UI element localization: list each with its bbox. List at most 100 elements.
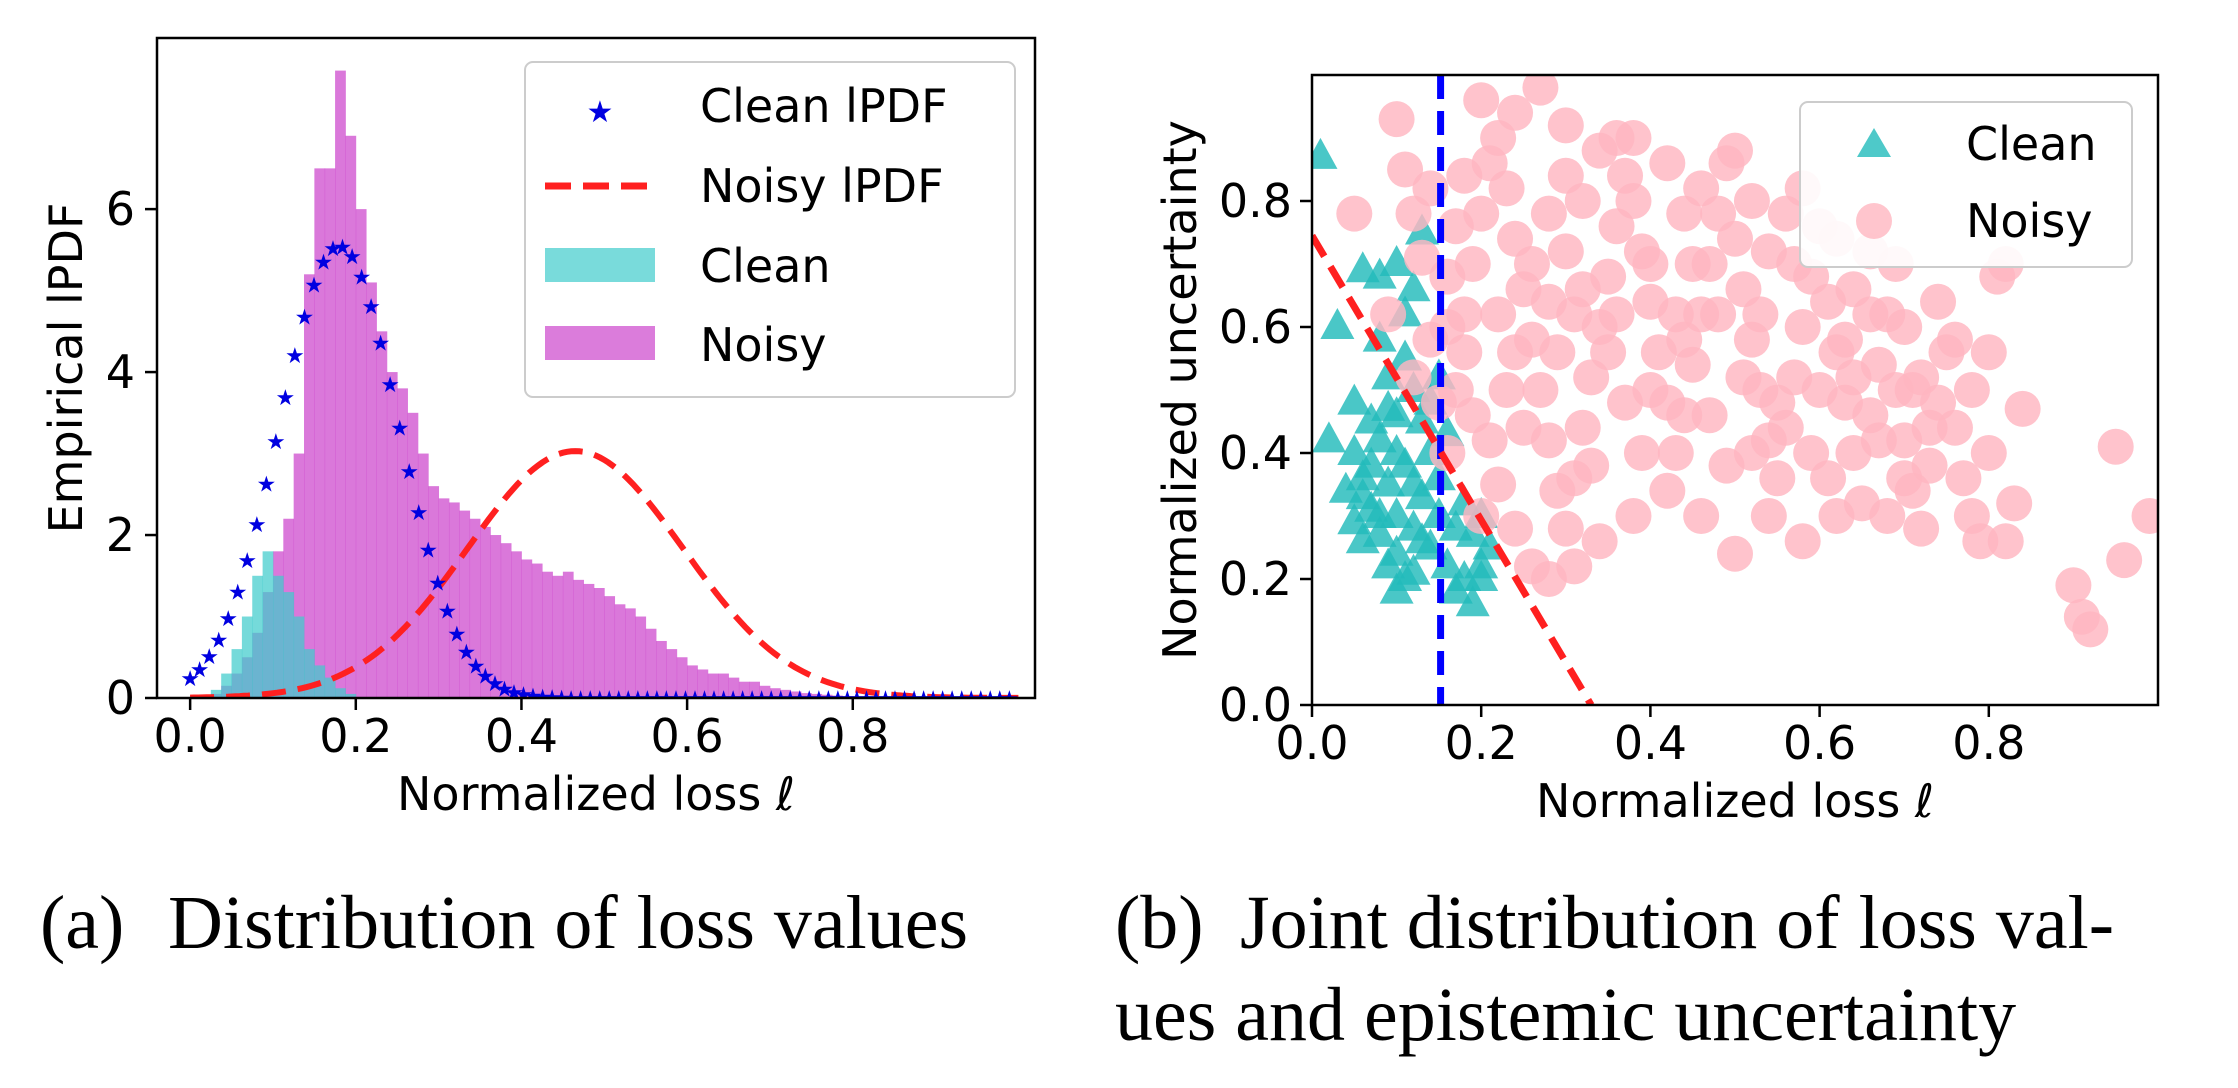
marker-clean-ipdf: ★ (590, 687, 610, 712)
hist-bar-noisy (666, 649, 678, 698)
hist-bar-noisy (811, 693, 823, 698)
x-tick-label-a: 0.6 (651, 709, 724, 763)
point-noisy (1632, 246, 1669, 282)
marker-clean-ipdf: ★ (571, 687, 591, 712)
hist-bar-noisy (376, 331, 388, 698)
hist-bar-clean (272, 575, 284, 698)
point-clean (1396, 553, 1431, 585)
y-tick-label-b: 0.8 (1219, 174, 1292, 228)
point-noisy (1547, 157, 1584, 194)
point-noisy (1336, 195, 1373, 232)
point-noisy (1590, 334, 1627, 371)
marker-clean-ipdf: ★ (314, 250, 334, 275)
y-tick-label-b: 0.0 (1219, 678, 1292, 732)
marker-clean-ipdf: ★ (428, 572, 448, 597)
marker-clean-ipdf: ★ (704, 687, 724, 712)
marker-clean-ipdf: ★ (647, 687, 667, 712)
point-noisy (1733, 435, 1770, 471)
point-noisy (1666, 397, 1703, 434)
point-noisy (1488, 170, 1525, 207)
point-noisy (1987, 523, 2024, 560)
point-noisy (1497, 510, 1534, 547)
point-noisy (1886, 309, 1923, 345)
point-noisy (1793, 435, 1830, 471)
hist-bar-clean (335, 688, 346, 698)
hist-bar-noisy (801, 693, 812, 698)
hist-bar-clean (304, 649, 315, 698)
marker-clean-ipdf: ★ (714, 687, 734, 712)
point-noisy (2131, 498, 2158, 534)
marker-clean-ipdf: ★ (990, 687, 1010, 712)
point-noisy (1920, 283, 1957, 320)
marker-clean-ipdf: ★ (180, 667, 200, 692)
marker-clean-ipdf: ★ (923, 687, 943, 712)
point-noisy (2072, 611, 2109, 648)
hist-bar-noisy (345, 135, 357, 698)
x-tick-label-b: 0.0 (1275, 716, 1348, 770)
marker-clean-ipdf: ★ (409, 501, 429, 526)
hist-bar-clean (241, 616, 253, 698)
point-noisy (1530, 561, 1567, 597)
point-noisy (1539, 334, 1576, 371)
marker-clean-ipdf: ★ (942, 687, 962, 712)
hist-bar-noisy (531, 563, 543, 698)
marker-clean-ipdf: ★ (733, 687, 753, 712)
point-noisy (1454, 397, 1491, 434)
hist-bar-noisy (749, 681, 760, 698)
point-noisy (1488, 372, 1525, 408)
hist-bar-noisy (511, 551, 522, 698)
point-clean (1337, 383, 1372, 415)
marker-clean-ipdf: ★ (685, 687, 705, 712)
point-noisy (1835, 271, 1872, 308)
point-noisy (1522, 75, 1559, 106)
point-noisy (1725, 359, 1762, 396)
point-noisy (1446, 334, 1483, 371)
hist-bar-noisy (718, 673, 729, 698)
hist-bar-clean (252, 575, 264, 698)
point-noisy (1717, 220, 1753, 257)
marker-clean-ipdf: ★ (285, 344, 305, 369)
hist-bar-noisy (562, 571, 574, 698)
point-noisy (1717, 535, 1753, 572)
point-noisy (2106, 542, 2143, 579)
point-noisy (1480, 466, 1517, 503)
hist-bar-noisy (335, 70, 346, 698)
marker-clean-ipdf: ★ (295, 306, 315, 331)
marker-clean-ipdf: ★ (323, 237, 343, 262)
hist-bar-noisy (500, 543, 512, 698)
point-noisy (1378, 101, 1415, 138)
plot-frame-b (1310, 73, 2160, 707)
marker-clean-ipdf: ★ (790, 687, 810, 712)
marker-clean-ipdf: ★ (580, 687, 600, 712)
marker-clean-ipdf: ★ (857, 687, 877, 712)
point-noisy (1666, 321, 1703, 358)
point-noisy (1759, 460, 1796, 497)
point-clean (1379, 434, 1414, 465)
line-noisy-ipdf (190, 448, 1019, 698)
marker-clean-ipdf: ★ (799, 687, 819, 712)
hist-bar-noisy (480, 526, 491, 698)
marker-clean-ipdf: ★ (485, 672, 505, 697)
hist-bar-noisy (790, 691, 802, 698)
threshold-diagonal-line (1312, 233, 1595, 705)
marker-clean-ipdf: ★ (361, 295, 381, 320)
point-noisy (1657, 435, 1694, 471)
point-noisy (1522, 372, 1559, 408)
marker-clean-ipdf: ★ (723, 687, 743, 712)
marker-clean-ipdf: ★ (333, 235, 353, 260)
point-noisy (1733, 183, 1770, 219)
point-noisy (1683, 498, 1720, 534)
marker-clean-ipdf: ★ (542, 686, 562, 711)
point-noisy (1573, 359, 1610, 396)
hist-bar-noisy (448, 502, 460, 698)
y-tick-label-a: 0 (106, 671, 135, 725)
point-clean (1371, 465, 1406, 497)
point-noisy (1598, 208, 1635, 245)
point-noisy (1564, 409, 1601, 446)
marker-clean-ipdf: ★ (476, 665, 496, 690)
hist-bar-noisy (676, 657, 688, 698)
marker-clean-ipdf: ★ (666, 687, 686, 712)
y-tick-label-b: 0.2 (1219, 552, 1292, 606)
point-noisy (1387, 151, 1424, 188)
x-tick-label-b: 0.6 (1783, 716, 1856, 770)
